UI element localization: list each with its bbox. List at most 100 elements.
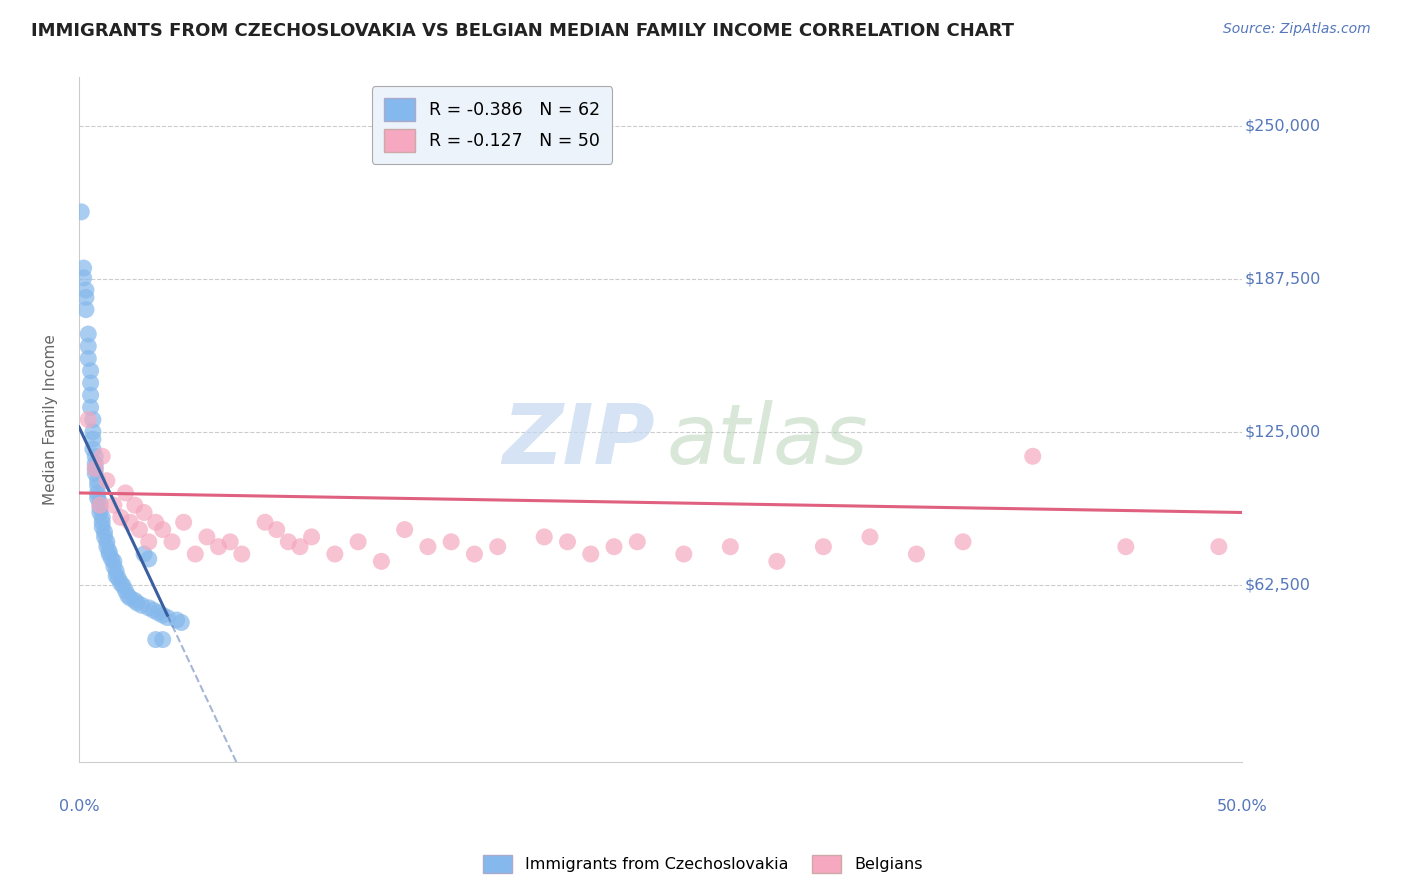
Point xyxy=(603,540,626,554)
Point xyxy=(132,547,155,561)
Point xyxy=(75,283,97,297)
Point xyxy=(288,540,311,554)
Point xyxy=(103,554,125,568)
Point xyxy=(138,552,160,566)
Point xyxy=(84,461,107,475)
Point xyxy=(86,478,108,492)
Point xyxy=(70,205,93,219)
Point xyxy=(394,523,416,537)
Point xyxy=(146,606,169,620)
Point xyxy=(93,530,115,544)
Point xyxy=(82,442,104,456)
Point xyxy=(672,547,695,561)
Point xyxy=(138,600,160,615)
Point xyxy=(1208,540,1230,554)
Point xyxy=(75,290,97,304)
Text: atlas: atlas xyxy=(666,400,868,481)
Point xyxy=(142,603,165,617)
Point xyxy=(952,534,974,549)
Point xyxy=(86,474,108,488)
Point xyxy=(184,547,207,561)
Text: 50.0%: 50.0% xyxy=(1216,799,1268,814)
Point xyxy=(132,506,155,520)
Point xyxy=(105,564,128,578)
Point xyxy=(79,401,101,415)
Point xyxy=(98,547,121,561)
Point xyxy=(120,515,142,529)
Point xyxy=(84,450,107,464)
Point xyxy=(579,547,602,561)
Point xyxy=(112,579,135,593)
Point xyxy=(100,552,122,566)
Point xyxy=(91,510,114,524)
Point xyxy=(266,523,288,537)
Point xyxy=(277,534,299,549)
Y-axis label: Median Family Income: Median Family Income xyxy=(44,334,58,505)
Point xyxy=(84,467,107,481)
Point xyxy=(91,515,114,529)
Point xyxy=(77,327,100,342)
Point xyxy=(114,486,136,500)
Text: IMMIGRANTS FROM CZECHOSLOVAKIA VS BELGIAN MEDIAN FAMILY INCOME CORRELATION CHART: IMMIGRANTS FROM CZECHOSLOVAKIA VS BELGIA… xyxy=(31,22,1014,40)
Point xyxy=(77,339,100,353)
Point xyxy=(156,610,179,624)
Point xyxy=(533,530,555,544)
Point xyxy=(96,540,118,554)
Text: ZIP: ZIP xyxy=(502,400,655,481)
Point xyxy=(89,506,111,520)
Legend: Immigrants from Czechoslovakia, Belgians: Immigrants from Czechoslovakia, Belgians xyxy=(477,848,929,880)
Point xyxy=(77,412,100,426)
Point xyxy=(91,520,114,534)
Point xyxy=(486,540,509,554)
Point xyxy=(219,534,242,549)
Text: Source: ZipAtlas.com: Source: ZipAtlas.com xyxy=(1223,22,1371,37)
Point xyxy=(124,498,146,512)
Point xyxy=(79,376,101,390)
Point xyxy=(152,632,174,647)
Point xyxy=(905,547,928,561)
Point xyxy=(557,534,579,549)
Point xyxy=(89,496,111,510)
Point xyxy=(131,599,153,613)
Point xyxy=(72,270,94,285)
Point xyxy=(127,596,149,610)
Point xyxy=(105,569,128,583)
Point xyxy=(301,530,323,544)
Point xyxy=(766,554,789,568)
Point xyxy=(416,540,439,554)
Point xyxy=(110,510,132,524)
Point xyxy=(813,540,835,554)
Point xyxy=(110,576,132,591)
Text: $250,000: $250,000 xyxy=(1244,119,1320,134)
Point xyxy=(173,515,195,529)
Point xyxy=(79,364,101,378)
Point xyxy=(370,554,392,568)
Point xyxy=(166,613,188,627)
Point xyxy=(152,608,174,623)
Point xyxy=(114,583,136,598)
Point xyxy=(1115,540,1137,554)
Point xyxy=(89,500,111,515)
Point xyxy=(98,544,121,558)
Point xyxy=(170,615,193,630)
Point xyxy=(79,388,101,402)
Text: 0.0%: 0.0% xyxy=(59,799,100,814)
Point xyxy=(254,515,277,529)
Point xyxy=(89,498,111,512)
Point xyxy=(859,530,882,544)
Text: $62,500: $62,500 xyxy=(1244,577,1310,592)
Point xyxy=(82,425,104,439)
Text: $187,500: $187,500 xyxy=(1244,271,1320,286)
Point xyxy=(103,559,125,574)
Point xyxy=(138,534,160,549)
Point xyxy=(72,261,94,276)
Point xyxy=(91,450,114,464)
Point xyxy=(84,457,107,471)
Point xyxy=(117,589,139,603)
Point xyxy=(195,530,218,544)
Point xyxy=(75,302,97,317)
Point xyxy=(82,432,104,446)
Point xyxy=(347,534,370,549)
Text: $125,000: $125,000 xyxy=(1244,425,1320,440)
Point xyxy=(93,524,115,539)
